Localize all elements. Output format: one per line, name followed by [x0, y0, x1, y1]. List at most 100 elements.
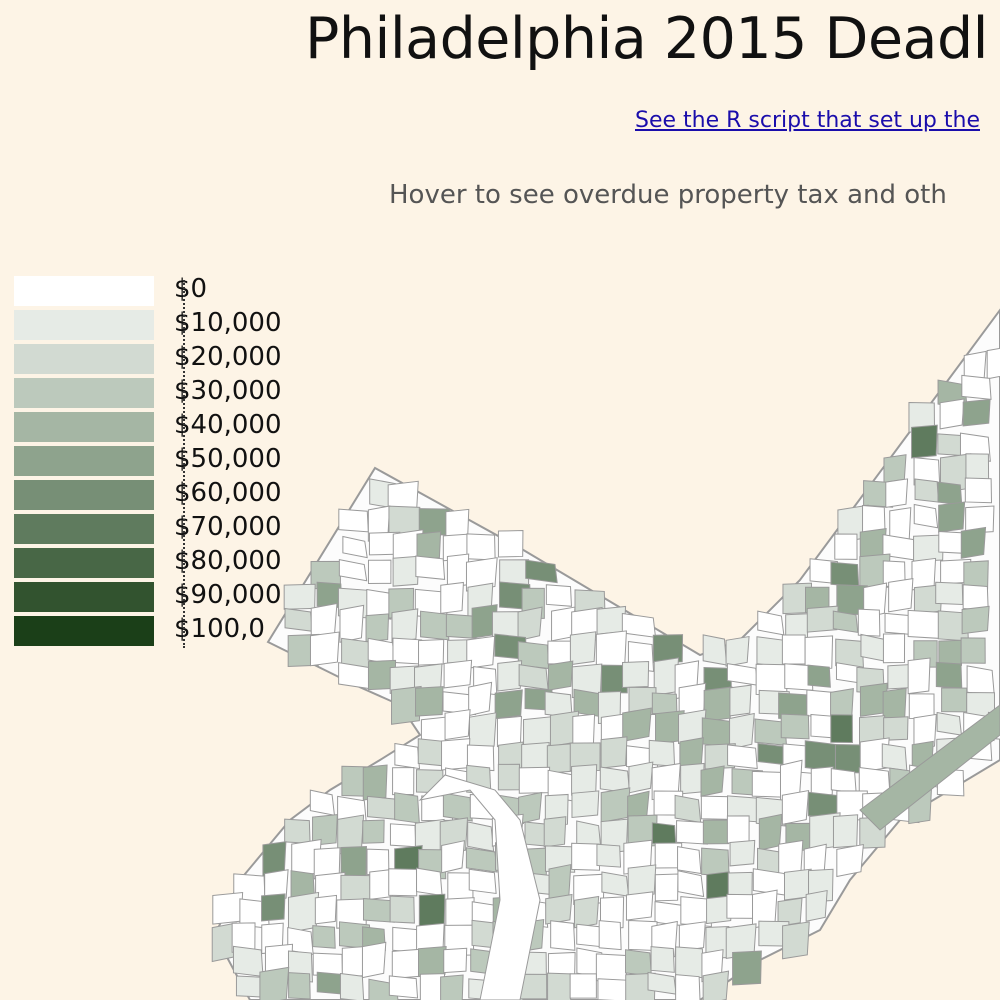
- census-tract[interactable]: [651, 822, 677, 847]
- census-tract[interactable]: [960, 526, 987, 559]
- census-tract[interactable]: [727, 744, 758, 770]
- census-tract[interactable]: [914, 478, 940, 503]
- census-tract[interactable]: [259, 966, 290, 1000]
- census-tract[interactable]: [701, 717, 733, 748]
- census-tract[interactable]: [365, 613, 390, 642]
- census-tract[interactable]: [518, 664, 549, 691]
- census-tract[interactable]: [496, 715, 522, 748]
- census-tract[interactable]: [781, 789, 810, 825]
- census-tract[interactable]: [832, 814, 859, 849]
- census-tract[interactable]: [569, 631, 597, 666]
- census-tract[interactable]: [625, 891, 654, 921]
- census-tract[interactable]: [621, 612, 657, 638]
- census-tract[interactable]: [443, 947, 468, 974]
- census-tract[interactable]: [680, 896, 712, 928]
- census-tract[interactable]: [415, 686, 444, 717]
- census-tract[interactable]: [654, 873, 679, 902]
- census-tract[interactable]: [938, 501, 966, 533]
- census-tract[interactable]: [729, 839, 756, 867]
- census-tract[interactable]: [468, 681, 493, 717]
- census-tract[interactable]: [780, 713, 810, 740]
- census-tract[interactable]: [518, 766, 551, 794]
- census-tract[interactable]: [367, 795, 399, 821]
- census-tract[interactable]: [863, 582, 888, 619]
- census-tract[interactable]: [700, 765, 725, 797]
- census-tract[interactable]: [834, 533, 858, 560]
- census-tract[interactable]: [628, 761, 654, 794]
- census-tract[interactable]: [908, 693, 935, 720]
- census-tract[interactable]: [830, 561, 860, 588]
- census-tract[interactable]: [571, 842, 601, 871]
- census-tract[interactable]: [388, 975, 419, 999]
- census-tract[interactable]: [339, 972, 365, 1000]
- census-tract[interactable]: [418, 893, 446, 928]
- census-tract[interactable]: [547, 660, 574, 691]
- census-tract[interactable]: [832, 610, 859, 633]
- census-tract[interactable]: [415, 555, 446, 580]
- census-tract[interactable]: [392, 555, 420, 587]
- census-tract[interactable]: [440, 974, 464, 1000]
- census-tract[interactable]: [986, 347, 1000, 380]
- census-tract[interactable]: [445, 897, 475, 928]
- census-tract[interactable]: [935, 581, 964, 606]
- census-tract[interactable]: [394, 742, 421, 770]
- census-tract[interactable]: [600, 664, 628, 694]
- census-tract[interactable]: [573, 895, 600, 929]
- census-tract[interactable]: [441, 738, 471, 771]
- census-tract[interactable]: [416, 531, 442, 561]
- census-tract[interactable]: [466, 635, 496, 669]
- census-tract[interactable]: [805, 889, 828, 922]
- census-tract[interactable]: [571, 764, 598, 796]
- census-tract[interactable]: [465, 847, 498, 873]
- census-tract[interactable]: [677, 846, 702, 875]
- census-tract[interactable]: [729, 712, 755, 750]
- census-tract[interactable]: [830, 768, 857, 794]
- census-tract[interactable]: [961, 374, 992, 400]
- census-tract[interactable]: [941, 687, 968, 713]
- census-tract[interactable]: [442, 792, 473, 822]
- census-tract[interactable]: [882, 633, 906, 664]
- census-tract[interactable]: [340, 874, 371, 903]
- census-tract[interactable]: [419, 973, 446, 1000]
- census-tract[interactable]: [936, 711, 963, 736]
- census-tract[interactable]: [338, 558, 368, 582]
- census-tract[interactable]: [807, 664, 831, 688]
- census-tract[interactable]: [857, 608, 881, 637]
- census-tract[interactable]: [625, 949, 652, 977]
- census-tract[interactable]: [446, 553, 470, 588]
- census-tract[interactable]: [497, 660, 523, 692]
- census-tract[interactable]: [418, 508, 451, 536]
- census-tract[interactable]: [497, 530, 524, 558]
- census-tract[interactable]: [314, 894, 338, 925]
- census-tract[interactable]: [913, 534, 944, 562]
- census-tract[interactable]: [499, 559, 530, 586]
- census-tract[interactable]: [497, 763, 520, 791]
- census-tract[interactable]: [729, 684, 752, 717]
- census-tract[interactable]: [834, 743, 863, 774]
- census-tract[interactable]: [678, 921, 706, 952]
- census-tract[interactable]: [441, 840, 465, 874]
- census-tract[interactable]: [965, 453, 990, 482]
- census-tract[interactable]: [312, 925, 336, 949]
- census-tract[interactable]: [702, 819, 730, 845]
- census-tract[interactable]: [732, 950, 762, 986]
- census-tract[interactable]: [420, 610, 450, 641]
- census-tract[interactable]: [913, 503, 939, 529]
- census-tract[interactable]: [883, 454, 907, 484]
- census-tract[interactable]: [700, 795, 732, 820]
- census-tract[interactable]: [367, 559, 392, 584]
- census-tract[interactable]: [600, 736, 628, 769]
- census-tract[interactable]: [727, 871, 753, 898]
- census-tract[interactable]: [362, 819, 385, 844]
- census-tract[interactable]: [543, 816, 567, 848]
- census-tract[interactable]: [675, 946, 704, 979]
- census-tract[interactable]: [595, 953, 628, 983]
- census-tract[interactable]: [283, 583, 316, 610]
- census-tract[interactable]: [830, 714, 853, 744]
- census-tract[interactable]: [284, 607, 313, 632]
- census-tract[interactable]: [883, 716, 909, 741]
- census-tract[interactable]: [569, 973, 597, 999]
- census-tract[interactable]: [907, 657, 931, 695]
- census-tract[interactable]: [960, 637, 986, 664]
- census-tract[interactable]: [467, 821, 495, 852]
